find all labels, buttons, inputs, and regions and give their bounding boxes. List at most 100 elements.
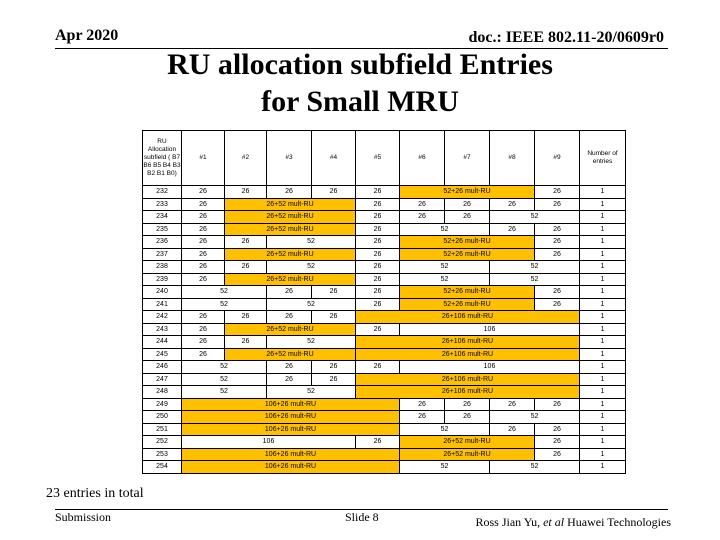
table-row: 240 52 26 26 26 52+26 mult-RU 26 1: [142, 285, 626, 299]
ru-cell: 1: [579, 447, 626, 461]
ru-cell: 26: [355, 210, 400, 224]
table-row: 251 106+26 mult-RU 52 26 26 1: [142, 422, 626, 436]
ru-cell: 1: [579, 260, 626, 274]
ru-cell: 26: [224, 310, 267, 324]
ru-cell: 1: [579, 247, 626, 261]
ru-cell: 26: [399, 210, 445, 224]
table-row: 235 26 26+52 mult-RU 26 52 26 26 1: [142, 222, 626, 236]
ru-cell: 26: [534, 197, 580, 211]
ru-cell: 52: [266, 297, 356, 311]
ru-cell: 52: [489, 272, 580, 286]
ru-cell: 26: [534, 222, 580, 236]
mru-cell: 26+52 mult-RU: [224, 322, 356, 336]
footer-slide-number: Slide 8: [345, 510, 379, 524]
mru-cell: 52+26 mult-RU: [399, 285, 535, 299]
ru-cell: 1: [579, 222, 626, 236]
column-header: #6: [399, 130, 445, 186]
column-header: #9: [534, 130, 580, 186]
mru-cell: 106+26 mult-RU: [181, 460, 400, 474]
ru-cell: 26: [311, 285, 356, 299]
ru-cell: 26: [355, 235, 400, 249]
mru-cell: 26+52 mult-RU: [399, 447, 535, 461]
table-row: 236 26 26 52 26 52+26 mult-RU 26 1: [142, 235, 626, 249]
ru-index-cell: 252: [142, 435, 182, 449]
column-header: #7: [444, 130, 490, 186]
ru-cell: 26: [224, 260, 267, 274]
mru-cell: 106+26 mult-RU: [181, 422, 400, 436]
ru-cell: 26: [444, 397, 490, 411]
ru-cell: 26: [444, 210, 490, 224]
ru-index-cell: 247: [142, 372, 182, 386]
column-header: #3: [266, 130, 312, 186]
ru-cell: 26: [355, 285, 400, 299]
table-row: 245 26 26+52 mult-RU 26+106 mult-RU 1: [142, 347, 626, 361]
ru-cell: 1: [579, 435, 626, 449]
title-line-1: RU allocation subfield Entries: [167, 48, 553, 81]
mru-cell: 52+26 mult-RU: [399, 297, 535, 311]
ru-cell: 26: [181, 335, 225, 349]
ru-cell: 26: [399, 410, 445, 424]
ru-index-cell: 242: [142, 310, 182, 324]
table-row: 244 26 26 52 26+106 mult-RU 1: [142, 335, 626, 349]
ru-cell: 26: [311, 360, 356, 374]
mru-cell: 26+52 mult-RU: [224, 272, 356, 286]
slide-title: RU allocation subfield Entries for Small…: [0, 46, 720, 120]
ru-cell: 1: [579, 372, 626, 386]
ru-index-cell: 238: [142, 260, 182, 274]
mru-cell: 26+52 mult-RU: [224, 222, 356, 236]
ru-cell: 26: [181, 260, 225, 274]
ru-cell: 26: [311, 372, 356, 386]
mru-cell: 52+26 mult-RU: [399, 247, 535, 261]
footer-rule: [55, 509, 668, 510]
ru-cell: 1: [579, 347, 626, 361]
author-name: Ross Jian Yu,: [475, 515, 544, 529]
footer-author: Ross Jian Yu, et al Huawei Technologies: [476, 515, 672, 530]
ru-cell: 26: [355, 435, 400, 449]
table-row: 247 52 26 26 26+106 mult-RU 1: [142, 372, 626, 386]
mru-cell: 106+26 mult-RU: [181, 447, 400, 461]
ru-cell: 26: [266, 185, 312, 199]
ru-cell: 1: [579, 272, 626, 286]
ru-cell: 1: [579, 410, 626, 424]
ru-cell: 52: [489, 460, 580, 474]
ru-cell: 52: [399, 222, 490, 236]
author-etal: et al: [543, 515, 565, 529]
ru-cell: 106: [399, 322, 580, 336]
ru-cell: 52: [181, 372, 267, 386]
mru-cell: 106+26 mult-RU: [181, 410, 400, 424]
table-row: 249 106+26 mult-RU 26 26 26 26 1: [142, 397, 626, 411]
ru-cell: 52: [399, 422, 490, 436]
ru-cell: 26: [355, 322, 400, 336]
table-row: 242 26 26 26 26 26+106 mult-RU 1: [142, 310, 626, 324]
ru-cell: 52: [181, 297, 267, 311]
table-row: 243 26 26+52 mult-RU 26 106 1: [142, 322, 626, 336]
ru-cell: 1: [579, 422, 626, 436]
ru-cell: 106: [399, 360, 580, 374]
table-header-row: RU Allocation subfield ( B7 B6 B5 B4 B3 …: [142, 130, 626, 186]
ru-cell: 26: [224, 185, 267, 199]
ru-cell: 1: [579, 185, 626, 199]
column-header: #5: [355, 130, 400, 186]
mru-cell: 26+52 mult-RU: [224, 210, 356, 224]
ru-cell: 26: [534, 447, 580, 461]
column-header: #4: [311, 130, 356, 186]
ru-cell: 26: [355, 272, 400, 286]
ru-index-cell: 246: [142, 360, 182, 374]
ru-cell: 26: [181, 185, 225, 199]
table-row: 254 106+26 mult-RU 52 52 1: [142, 460, 626, 474]
column-header: #8: [489, 130, 535, 186]
table-row: 248 52 52 26+106 mult-RU 1: [142, 385, 626, 399]
ru-cell: 26: [355, 247, 400, 261]
mru-cell: 106+26 mult-RU: [181, 397, 400, 411]
table-row: 233 26 26+52 mult-RU 26 26 26 26 26 1: [142, 197, 626, 211]
table-row: 234 26 26+52 mult-RU 26 26 26 52 1: [142, 210, 626, 224]
ru-index-cell: 232: [142, 185, 182, 199]
ru-cell: 52: [489, 210, 580, 224]
mru-cell: 26+106 mult-RU: [355, 372, 580, 386]
ru-cell: 52: [266, 335, 356, 349]
mru-cell: 26+52 mult-RU: [224, 197, 356, 211]
ru-cell: 26: [181, 272, 225, 286]
ru-cell: 26: [534, 297, 580, 311]
ru-index-cell: 233: [142, 197, 182, 211]
ru-cell: 26: [181, 347, 225, 361]
